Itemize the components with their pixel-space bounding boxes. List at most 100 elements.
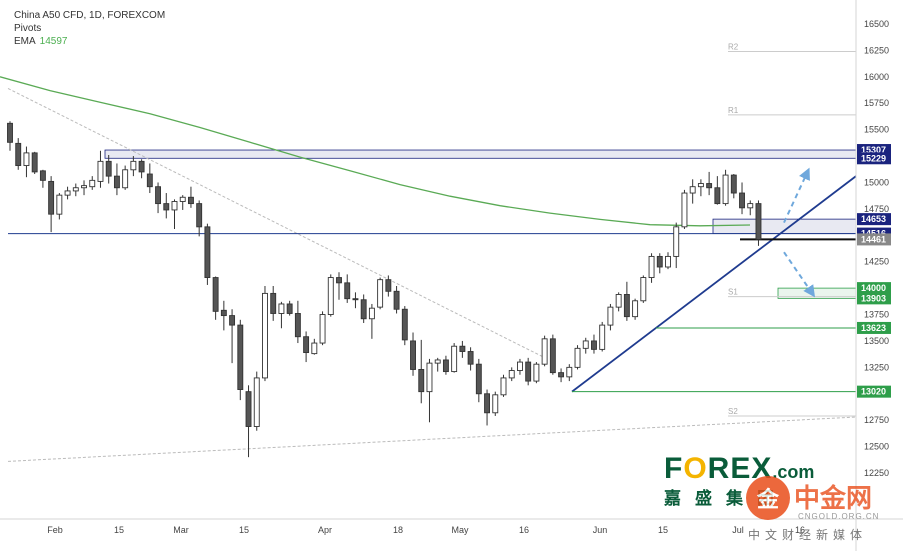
candle-body (599, 324, 606, 350)
price-tag-label: 13623 (861, 323, 886, 333)
candle (566, 364, 573, 382)
candle-body (508, 370, 515, 379)
candle (286, 300, 293, 316)
candle (410, 332, 416, 376)
x-tick-label: 18 (393, 525, 403, 535)
y-tick-label: 12750 (864, 415, 889, 425)
candle (229, 309, 236, 364)
candle (163, 193, 170, 219)
candle (187, 186, 194, 208)
candle (97, 150, 104, 188)
candle-body (566, 366, 573, 378)
candle (81, 180, 87, 196)
price-tag: 15229 (857, 152, 891, 165)
candle (615, 292, 622, 312)
candle (689, 179, 696, 204)
lower-support (7, 416, 857, 462)
candle-body (517, 361, 523, 371)
candle-body (155, 186, 162, 205)
candle-body (286, 303, 293, 314)
legend-ema[interactable]: EMA 14597 (14, 35, 165, 48)
candle-body (327, 277, 334, 315)
candle-body (656, 255, 663, 268)
ema-line-group (0, 76, 751, 227)
x-axis-ticks[interactable]: Feb 15 Mar 15 Apr 18 May 16 Jun 15 Jul 16 (47, 525, 805, 535)
candle (155, 182, 162, 214)
candle (122, 165, 129, 190)
y-tick-label: 14250 (864, 257, 889, 267)
candle (360, 294, 367, 323)
cngold-domain: CNGOLD.ORG.CN (798, 512, 880, 521)
legend-title[interactable]: China A50 CFD, 1D, FOREXCOM (14, 10, 166, 21)
cngold-name: 中金网 (794, 483, 873, 513)
x-tick-label: Apr (318, 525, 332, 535)
candle-body (81, 185, 87, 189)
y-tick-label: 14750 (864, 204, 889, 214)
x-tick-label: 16 (519, 525, 529, 535)
candle-body (278, 303, 285, 314)
candle-body (418, 369, 425, 393)
candle-body (533, 363, 540, 382)
candle (517, 358, 523, 375)
candle (739, 182, 745, 215)
price-tag: 13903 (857, 292, 891, 305)
candle-body (163, 203, 170, 211)
price-tag-bg (857, 233, 891, 246)
candle (7, 121, 13, 151)
candle-body (105, 160, 112, 177)
candle-body (722, 174, 729, 205)
candle (368, 303, 375, 339)
x-tick-label: May (451, 525, 469, 535)
price-tag: 14000 (857, 282, 891, 295)
candle-body (393, 290, 400, 310)
candle (656, 253, 663, 274)
candle (278, 301, 285, 329)
candle (138, 159, 145, 179)
legend-pivots[interactable]: Pivots (14, 23, 42, 34)
candle-body (303, 336, 310, 354)
candle-body (697, 183, 704, 188)
candles (7, 121, 762, 458)
candle-body (138, 160, 145, 173)
y-tick-label: 16000 (864, 72, 889, 82)
candle-body (48, 180, 55, 215)
candle (327, 274, 334, 317)
y-tick-label: 13250 (864, 362, 889, 372)
candle (755, 200, 762, 246)
candle-body (665, 255, 671, 268)
candle-body (352, 298, 359, 301)
candle (385, 275, 392, 297)
candle-body (500, 377, 507, 396)
price-tag-bg (857, 152, 891, 165)
pivot-label-r1: R1 (728, 106, 739, 115)
candle (500, 374, 507, 397)
candle-body (319, 314, 326, 344)
candle (681, 189, 688, 229)
forex-cn-name: 嘉盛集团 (664, 489, 788, 508)
candle (451, 343, 458, 373)
candle (401, 306, 408, 346)
price-tag: 14653 (857, 213, 891, 226)
candle (714, 176, 721, 205)
x-tick-label: Jun (593, 525, 608, 535)
candle (632, 298, 639, 320)
cngold-subtitle: 中文财经新媒体 (748, 528, 868, 542)
candle-body (23, 152, 30, 167)
candle-body (442, 359, 449, 373)
candle (113, 163, 120, 196)
candle (311, 338, 318, 355)
candle (665, 252, 671, 270)
candle-body (336, 277, 342, 284)
candle (31, 151, 38, 175)
x-tick-label: Jul (732, 525, 744, 535)
candle-body (582, 340, 589, 349)
price-tag-bg (857, 292, 891, 305)
forex-dotcom: .com (772, 462, 815, 482)
x-tick-label: 15 (239, 525, 249, 535)
candle (15, 138, 22, 170)
y-tick-label: 16500 (864, 19, 889, 29)
candle-body (385, 279, 392, 292)
candle (48, 176, 55, 233)
